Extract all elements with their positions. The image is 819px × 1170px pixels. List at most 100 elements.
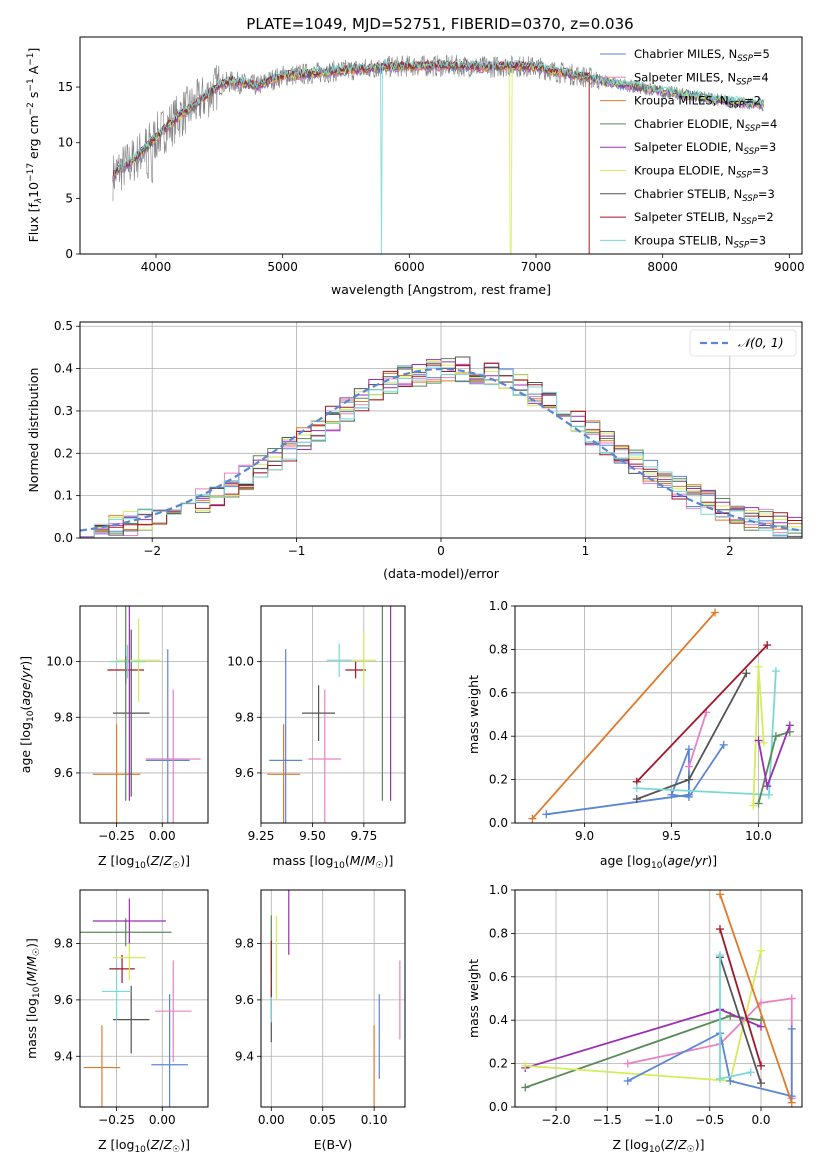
errorbar-kroupa-elodie (116, 618, 161, 702)
errorbar-salpeter-miles (308, 689, 342, 823)
tick-label-y: 9.8 (54, 937, 73, 951)
tick-label-y: 10.0 (46, 655, 73, 669)
legend-text: Salpeter STELIB, N (634, 210, 741, 224)
legend-sub: SSP (741, 217, 757, 227)
legend-tail: =4 (760, 117, 777, 131)
legend-box (689, 329, 797, 357)
legend-label-salpeter-miles: Salpeter MILES, NSSP=4 (634, 70, 769, 87)
tick-label-y: 9.8 (54, 710, 73, 724)
axes-frame (79, 321, 803, 539)
legend-label-kroupa-elodie: Kroupa ELODIE, NSSP=3 (634, 164, 769, 181)
axis-label-part: ( (345, 853, 350, 868)
axis-label-y: Normed distribution (26, 368, 41, 493)
legend-sub: SSP (745, 124, 761, 134)
legend-sub: SSP (729, 101, 745, 111)
axis-label-part: ( (18, 706, 33, 711)
axis-label-part: −1 (26, 78, 36, 91)
series-salpeter-elodie (754, 721, 794, 791)
axis-label-part: ( (24, 982, 39, 987)
tick-label-y: 0.2 (489, 1057, 508, 1071)
axis-label-part: Z (163, 853, 173, 868)
axis-label-part: M (365, 853, 376, 868)
tick-label-y: 9.8 (235, 937, 254, 951)
axis-label-part: )] (180, 853, 190, 868)
errorbar-kroupa-miles (267, 724, 301, 823)
axis-label-part: Z (150, 1137, 160, 1152)
axis-label-x: E(B-V) (314, 1137, 353, 1152)
axis-label-part: Z [log (612, 1137, 648, 1152)
series-line (719, 894, 793, 1103)
series-line (688, 712, 708, 767)
tick-label-y: 0.0 (489, 1100, 508, 1114)
axis-label-part: Z (163, 1137, 173, 1152)
tick-label-y: 0 (65, 247, 73, 261)
axis-label: Z [log10(Z/Z☉)] (98, 1137, 190, 1155)
tick-label-x: −2.0 (541, 1113, 570, 1127)
tick-label-y: 9.6 (54, 766, 73, 780)
histogram-kroupa-elodie (80, 360, 802, 538)
legend-tail: =3 (759, 140, 776, 154)
axis-label-part: yr (694, 853, 708, 868)
tick-label-x: 0.05 (309, 1113, 336, 1127)
axis-label-part: 10 (134, 861, 146, 871)
axes-frame (79, 605, 209, 824)
errorbar-kroupa-elodie (351, 632, 377, 689)
axes-frame (79, 36, 803, 255)
legend-tail: =3 (752, 164, 769, 178)
axis-label-part: )] (18, 656, 33, 666)
errorbar-chabrier-stelib (302, 685, 336, 741)
series-line (546, 744, 725, 816)
tick-label-y: 1.0 (489, 883, 508, 897)
errorbar-chabrier-miles (145, 649, 190, 823)
legend-label-salpeter-stelib: Salpeter STELIB, NSSP=2 (634, 210, 774, 227)
legend-sub: SSP (736, 77, 752, 87)
axis-label-part: ( (662, 853, 667, 868)
axis-label-part: / (24, 966, 39, 971)
axis-label-part: M (24, 971, 39, 982)
tick-label-x: −2 (143, 544, 161, 558)
errorbar-chabrier-elodie (80, 918, 172, 947)
axes-frame (260, 605, 406, 824)
normal-curve (80, 367, 802, 532)
axis-label-part: Z (150, 853, 160, 868)
histogram-chabrier-elodie (80, 358, 802, 538)
model-kroupa-stelib (112, 58, 764, 254)
axis-label-part: / (691, 853, 696, 868)
axes-frame (79, 889, 209, 1108)
tick-label-y: 10 (58, 136, 73, 150)
tick-label-y: 0.2 (54, 446, 73, 460)
axis-label-part: 10 (649, 1145, 661, 1155)
errorbar-kroupa-stelib (326, 643, 352, 677)
axis-label-part: −2 (26, 102, 36, 115)
axis-label-part: 10 (32, 986, 42, 998)
tick-label-y: 0.0 (489, 816, 508, 830)
axis-label-part: erg cm (26, 115, 41, 163)
axis-label-part: / (674, 1137, 679, 1152)
axis-label-part: / (18, 677, 33, 682)
tick-label-y: 0.8 (489, 926, 508, 940)
tick-label-x: 7000 (521, 260, 552, 274)
tick-label-x: 0 (437, 544, 445, 558)
legend-tail: =5 (753, 47, 770, 61)
tick-label-x: 9.50 (299, 829, 326, 843)
axis-label-part: M (350, 853, 361, 868)
legend-text: Kroupa MILES, N (634, 94, 729, 108)
axis-label-part: Flux [f (26, 203, 41, 243)
tick-label-x: 0.0 (751, 1113, 770, 1127)
tick-label-x: 9.0 (575, 829, 594, 843)
tick-label-y: 9.6 (235, 766, 254, 780)
axis-label-part: λ (34, 198, 44, 204)
tick-label-y: 9.4 (235, 1049, 254, 1063)
tick-label-x: −0.5 (695, 1113, 724, 1127)
tick-label-y: 1.0 (489, 599, 508, 613)
series-line (719, 928, 762, 1067)
errorbar-salpeter-stelib (345, 661, 366, 679)
tick-label-y: 0.6 (489, 686, 508, 700)
errorbar-salpeter-elodie (390, 606, 392, 801)
legend-text: Salpeter MILES, N (634, 70, 736, 84)
axis-label-part: / (361, 853, 366, 868)
axes-frame (260, 889, 406, 1108)
series-salpeter-stelib (716, 925, 765, 1070)
